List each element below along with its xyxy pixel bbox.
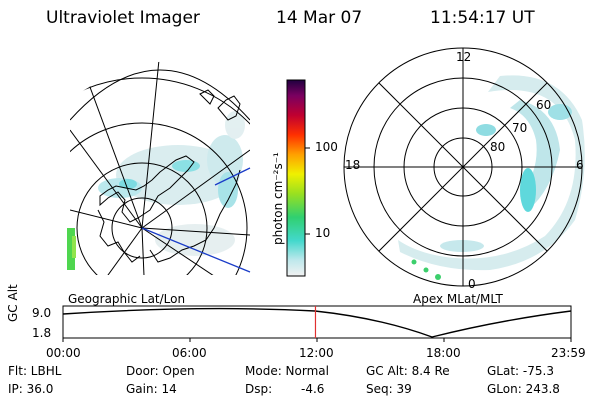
coastlines (97, 89, 241, 263)
timeline-xtick-1200: 12:00 (299, 346, 334, 360)
status-ip: IP: 36.0 (8, 382, 54, 396)
status-glat: GLat: -75.3 (487, 364, 554, 378)
aurora-oval-right (398, 75, 585, 280)
geographic-map (67, 60, 251, 275)
status-seq: Seq: 39 (366, 382, 412, 396)
timeline-xtick-0000: 00:00 (46, 346, 81, 360)
status-mode: Mode: Normal (245, 364, 329, 378)
mlat-label-60: 60 (536, 98, 552, 112)
mlt-label-18: 18 (345, 158, 361, 172)
status-door: Door: Open (126, 364, 195, 378)
timeline-ylabel: GC Alt (6, 284, 20, 322)
colorbar-unit-label: photon cm⁻²s⁻¹ (271, 152, 285, 245)
right-panel-caption: Apex MLat/MLT (413, 292, 503, 306)
image-time: 11:54:17 UT (430, 8, 535, 28)
colorbar (286, 79, 310, 277)
altitude-timeline (62, 305, 572, 342)
timeline-ytick-top: 9.0 (32, 306, 52, 320)
status-dsp-value: -4.6 (301, 382, 325, 396)
terminator-line (141, 227, 251, 273)
timeline-xtick-2359: 23:59 (551, 346, 586, 360)
status-glon: GLon: 243.8 (487, 382, 560, 396)
status-gain: Gain: 14 (126, 382, 177, 396)
timeline-ytick-bottom: 1.8 (32, 326, 52, 340)
left-panel-caption: Geographic Lat/Lon (68, 292, 186, 306)
status-dsp-label: Dsp: (245, 382, 273, 396)
status-gc-alt: GC Alt: 8.4 Re (366, 364, 450, 378)
mlt-label-0: 0 (468, 277, 476, 291)
mlt-label-6: 6 (576, 158, 584, 172)
mlat-label-70: 70 (512, 121, 528, 135)
polar-plot (343, 47, 585, 287)
colorbar-tick-10: 10 (315, 226, 331, 240)
instrument-title: Ultraviolet Imager (46, 8, 200, 28)
altitude-curve (62, 307, 572, 338)
meridian-line (214, 167, 251, 186)
timeline-xtick-1800: 18:00 (426, 346, 461, 360)
timeline-xtick-0600: 06:00 (172, 346, 207, 360)
lat-lon-grid (70, 60, 250, 275)
colorbar-tick-100: 100 (315, 140, 338, 154)
mlat-label-80: 80 (490, 140, 506, 154)
image-date: 14 Mar 07 (276, 8, 363, 28)
mlt-label-12: 12 (456, 50, 472, 64)
status-filter: Flt: LBHL (8, 364, 62, 378)
mlat-grid (343, 47, 583, 287)
